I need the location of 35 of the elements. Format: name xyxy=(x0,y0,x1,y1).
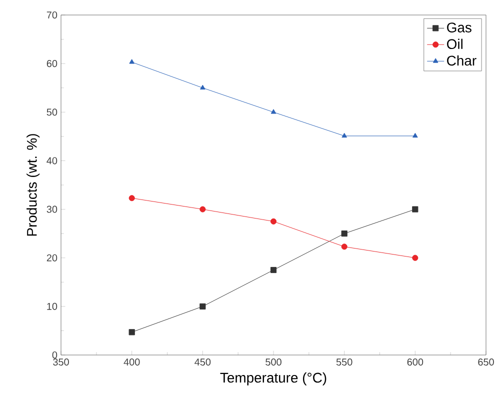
legend-label: Oil xyxy=(447,38,462,50)
y-tick-label: 0 xyxy=(52,351,58,359)
point xyxy=(200,84,206,90)
x-tick-label: 550 xyxy=(336,358,352,366)
y-tick-label: 50 xyxy=(46,108,58,116)
y-tick-label: 30 xyxy=(46,206,58,213)
x-tick-label: 600 xyxy=(407,358,424,366)
x-axis-title: Temperature (°C) xyxy=(220,372,326,386)
point xyxy=(200,303,206,310)
y-axis-title: Products (wt. %) xyxy=(26,134,40,236)
point xyxy=(270,218,277,224)
point xyxy=(270,266,277,274)
point xyxy=(412,254,418,261)
point xyxy=(128,195,135,202)
point xyxy=(341,230,348,237)
point xyxy=(412,132,418,138)
y-tick-label: 70 xyxy=(46,11,58,19)
y-tick-label: 10 xyxy=(47,302,58,310)
y-tick-label: 20 xyxy=(46,254,58,262)
legend-label: Gas xyxy=(447,22,472,32)
x-tick-label: 450 xyxy=(194,358,211,366)
legend-label: Char xyxy=(447,55,476,66)
x-tick-label: 650 xyxy=(478,358,494,366)
x-tick-label: 400 xyxy=(124,358,140,366)
x-tick-label: 500 xyxy=(266,358,282,366)
point xyxy=(129,59,134,64)
point xyxy=(342,132,347,138)
point xyxy=(270,109,276,114)
point xyxy=(200,206,206,212)
y-tick-label: 60 xyxy=(46,60,58,68)
point xyxy=(128,329,135,336)
x-tick-label: 350 xyxy=(53,358,69,366)
point xyxy=(341,244,348,250)
y-tick-label: 40 xyxy=(46,157,58,164)
point xyxy=(412,206,418,212)
